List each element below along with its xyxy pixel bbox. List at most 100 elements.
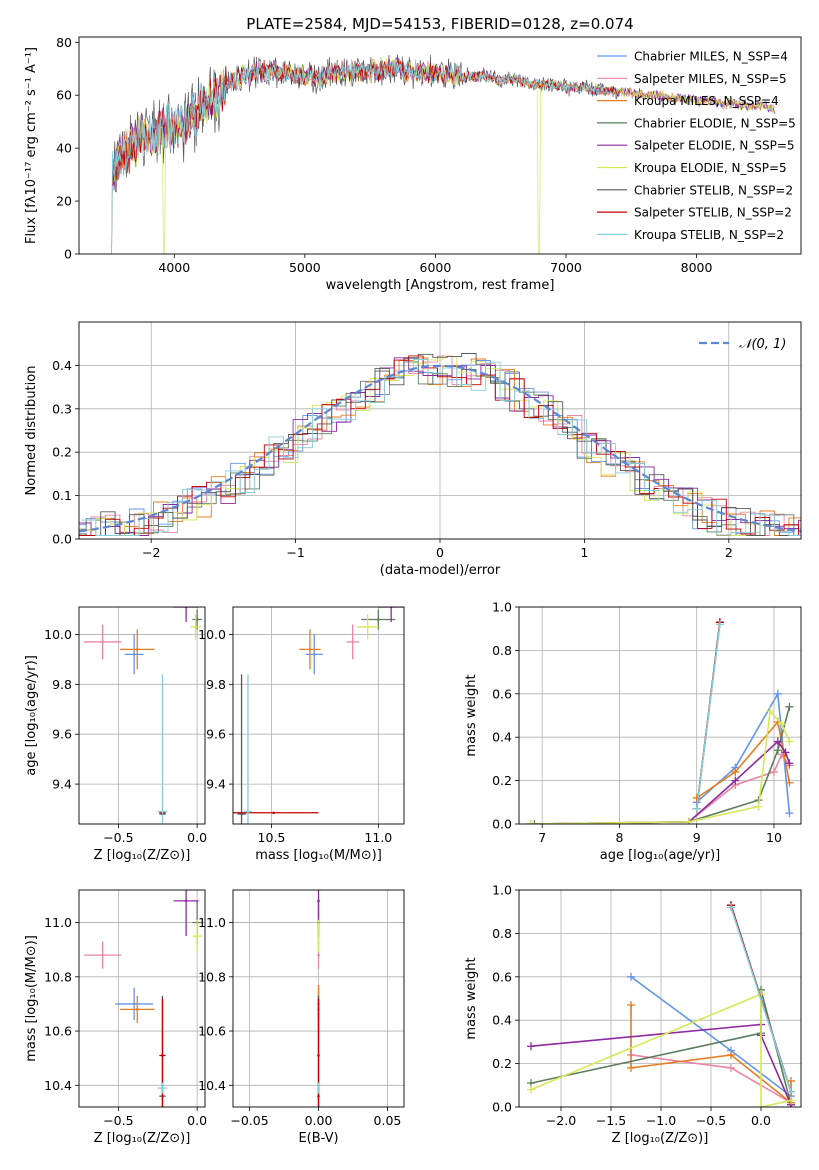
y-tick-label: 0.0 bbox=[492, 1100, 512, 1115]
weight-marker bbox=[773, 746, 782, 755]
x-tick-label: 0.05 bbox=[374, 1113, 402, 1128]
axes-frame bbox=[232, 606, 405, 825]
weight-series bbox=[526, 707, 794, 824]
weight-marker bbox=[769, 767, 778, 776]
weight-marker bbox=[527, 1085, 535, 1094]
errorbar-point bbox=[305, 634, 323, 675]
x-axis-label: Z [log₁₀(Z/Z⊙)] bbox=[612, 1131, 709, 1146]
weight-marker bbox=[781, 748, 790, 757]
errorbar-point bbox=[119, 629, 155, 670]
legend-label: 𝒩(0, 1) bbox=[739, 337, 786, 352]
weight-marker bbox=[785, 759, 794, 768]
weight-marker bbox=[527, 1042, 535, 1051]
y-tick-label: 11.0 bbox=[44, 915, 72, 930]
x-tick-label: 9 bbox=[693, 830, 701, 845]
errorbar-point bbox=[356, 614, 379, 640]
y-axis-label: Flux [fλ10⁻¹⁷ erg cm⁻² s⁻¹ A⁻¹] bbox=[24, 47, 39, 244]
errorbar-point bbox=[157, 1082, 168, 1094]
y-tick-label: 9.8 bbox=[206, 677, 226, 692]
spectrum-series-line bbox=[112, 59, 619, 186]
legend-label: Chabrier MILES, N_SSP=4 bbox=[634, 50, 788, 64]
errorbar-point bbox=[243, 674, 253, 824]
weight-marker bbox=[785, 702, 794, 711]
y-tick-label: 9.4 bbox=[206, 777, 226, 792]
legend-label: Kroupa ELODIE, N_SSP=5 bbox=[634, 161, 787, 175]
weight-marker bbox=[773, 689, 782, 698]
weight-marker bbox=[777, 720, 786, 729]
y-axis-label: Normed distribution bbox=[24, 366, 39, 496]
weight_vs_Z-panel: −2.0 −1.5 −1.0 −0.5 0.0 0.0 0.2 0.4 0.6 0.8 1.0 Z [… bbox=[464, 883, 802, 1146]
x-tick-label: −1 bbox=[286, 545, 304, 560]
weight-marker bbox=[754, 802, 763, 811]
weight-series-line bbox=[695, 624, 721, 809]
errorbar-marker bbox=[317, 934, 320, 938]
x-tick-label: −0.5 bbox=[103, 1113, 133, 1128]
x-axis-label: E(B-V) bbox=[298, 1131, 338, 1146]
errorbar-point bbox=[361, 609, 396, 630]
y-tick-label: 0.2 bbox=[52, 445, 72, 460]
y-tick-label: 0 bbox=[64, 247, 72, 262]
x-tick-label: 5000 bbox=[289, 260, 321, 275]
errorbar-marker bbox=[246, 810, 250, 813]
mass_vs_Z-panel: −0.5 0.0 10.4 10.6 10.8 11.0 Z [log₁₀(Z/Z⊙)] ma… bbox=[24, 889, 207, 1146]
weight-marker bbox=[785, 737, 794, 746]
legend-label: Kroupa MILES, N_SSP=4 bbox=[634, 94, 779, 108]
errorbar-marker bbox=[194, 625, 197, 629]
x-axis-label: (data-model)/error bbox=[380, 563, 501, 578]
x-tick-label: 6000 bbox=[420, 260, 452, 275]
y-tick-label: 0.6 bbox=[492, 969, 512, 984]
y-axis-label: mass weight bbox=[464, 957, 479, 1039]
y-tick-label: 9.8 bbox=[52, 677, 72, 692]
x-tick-label: 7 bbox=[538, 830, 546, 845]
weight-marker bbox=[731, 776, 740, 785]
y-tick-label: 0.0 bbox=[492, 817, 512, 832]
errorbar-marker bbox=[101, 640, 104, 644]
x-tick-label: 2 bbox=[725, 545, 733, 560]
x-tick-label: 8 bbox=[615, 830, 623, 845]
figure-title: PLATE=2584, MJD=54153, FIBERID=0128, z=0… bbox=[246, 15, 633, 33]
weight-marker bbox=[766, 707, 775, 716]
y-tick-label: 0.0 bbox=[52, 532, 72, 547]
histogram-series bbox=[79, 353, 801, 536]
y-tick-label: 9.6 bbox=[206, 727, 226, 742]
errorbar-point bbox=[192, 919, 202, 953]
y-tick-label: 11.0 bbox=[198, 915, 226, 930]
weight-series-line bbox=[730, 907, 792, 1093]
errorbar-marker bbox=[132, 1002, 136, 1006]
errorbar-point bbox=[83, 624, 122, 660]
y-tick-label: 0.3 bbox=[52, 401, 72, 416]
y-tick-label: 1.0 bbox=[492, 883, 512, 898]
x-axis-label: Z [log₁₀(Z/Z⊙)] bbox=[94, 1131, 191, 1146]
y-tick-label: 10.0 bbox=[198, 627, 226, 642]
errorbar-marker bbox=[317, 899, 320, 903]
axes-frame bbox=[518, 889, 802, 1108]
errorbar-marker bbox=[161, 1086, 164, 1090]
axes-frame bbox=[78, 36, 802, 255]
errorbar-marker bbox=[366, 625, 369, 629]
y-tick-label: 10.4 bbox=[198, 1078, 226, 1093]
weight-marker bbox=[692, 804, 701, 813]
errorbar-point bbox=[192, 609, 202, 630]
x-tick-label: 7000 bbox=[550, 260, 582, 275]
weight-marker bbox=[627, 972, 635, 981]
age_vs_mass-panel: 10.5 11.0 9.4 9.6 9.8 10.0 mass [log₁₀(M/M⊙)] bbox=[198, 606, 405, 863]
errorbar-marker bbox=[377, 618, 380, 621]
x-tick-label: −1.5 bbox=[596, 1113, 626, 1128]
x-tick-label: −0.5 bbox=[103, 830, 133, 845]
x-tick-label: 4000 bbox=[158, 260, 190, 275]
errorbar-marker bbox=[161, 1054, 164, 1057]
spectrum-series-line bbox=[111, 58, 618, 254]
spectrum-panel: 4000 5000 6000 7000 8000 0 20 40 60 80 wavelength … bbox=[24, 35, 802, 293]
errorbar-point bbox=[317, 1082, 320, 1094]
legend-label: Chabrier STELIB, N_SSP=2 bbox=[634, 183, 793, 197]
y-tick-label: 1.0 bbox=[492, 600, 512, 615]
x-tick-label: −2 bbox=[142, 545, 160, 560]
errorbar-marker bbox=[195, 934, 199, 938]
x-tick-label: 0.0 bbox=[187, 1113, 207, 1128]
y-tick-label: 0.8 bbox=[492, 926, 512, 941]
errorbar-point bbox=[346, 624, 360, 660]
weight-series bbox=[727, 903, 795, 1096]
errorbar-point bbox=[83, 941, 122, 969]
errorbar-marker bbox=[132, 653, 136, 656]
errorbar-marker bbox=[312, 653, 316, 656]
